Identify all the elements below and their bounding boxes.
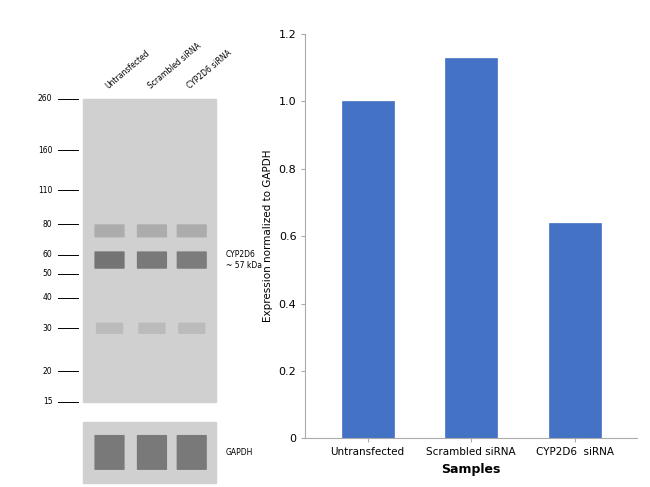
Bar — [83, 422, 216, 483]
Text: 80: 80 — [43, 220, 53, 228]
Text: Scrambled siRNA: Scrambled siRNA — [146, 41, 202, 91]
Text: 260: 260 — [38, 94, 53, 103]
FancyBboxPatch shape — [178, 322, 205, 334]
Bar — [445, 57, 497, 438]
FancyBboxPatch shape — [137, 225, 167, 238]
Text: 20: 20 — [43, 367, 53, 376]
Text: GAPDH: GAPDH — [226, 448, 254, 457]
FancyBboxPatch shape — [177, 225, 207, 238]
Text: CYP2D6
~ 57 kDa: CYP2D6 ~ 57 kDa — [226, 250, 262, 270]
Text: 60: 60 — [43, 250, 53, 259]
Text: 110: 110 — [38, 186, 53, 195]
Text: 160: 160 — [38, 146, 53, 155]
Text: CYP2D6 siRNA: CYP2D6 siRNA — [186, 49, 234, 91]
FancyBboxPatch shape — [177, 251, 207, 269]
Text: 30: 30 — [43, 324, 53, 333]
X-axis label: Samples: Samples — [441, 463, 501, 476]
FancyBboxPatch shape — [137, 251, 167, 269]
Text: Untransfected: Untransfected — [104, 49, 151, 91]
FancyBboxPatch shape — [94, 225, 125, 238]
Y-axis label: Expression normalized to GAPDH: Expression normalized to GAPDH — [263, 150, 273, 322]
Text: 50: 50 — [43, 269, 53, 279]
Text: 15: 15 — [43, 397, 53, 407]
Bar — [83, 99, 216, 402]
FancyBboxPatch shape — [96, 322, 123, 334]
Bar — [342, 101, 393, 438]
FancyBboxPatch shape — [177, 435, 207, 470]
Text: 40: 40 — [43, 293, 53, 302]
FancyBboxPatch shape — [94, 251, 125, 269]
FancyBboxPatch shape — [94, 435, 125, 470]
FancyBboxPatch shape — [137, 435, 167, 470]
Bar — [549, 223, 601, 438]
FancyBboxPatch shape — [138, 322, 166, 334]
